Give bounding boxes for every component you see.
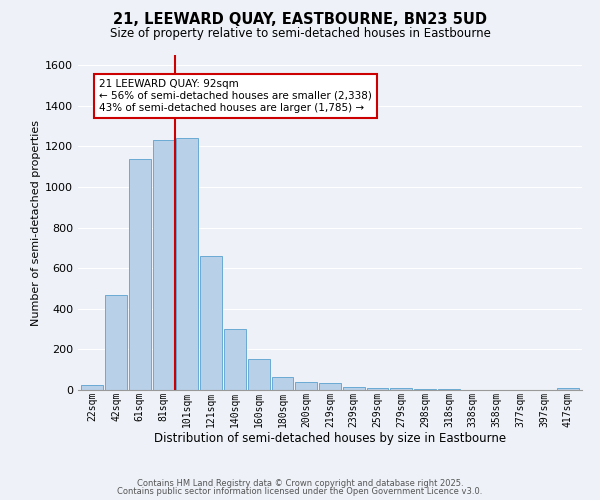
Text: 21 LEEWARD QUAY: 92sqm
← 56% of semi-detached houses are smaller (2,338)
43% of : 21 LEEWARD QUAY: 92sqm ← 56% of semi-det…	[100, 80, 372, 112]
Text: Size of property relative to semi-detached houses in Eastbourne: Size of property relative to semi-detach…	[110, 28, 490, 40]
Bar	[82, 385, 103, 390]
Bar	[200, 256, 222, 390]
Bar	[152, 140, 175, 390]
Bar	[105, 294, 127, 390]
Bar	[129, 158, 151, 390]
Bar	[343, 387, 365, 390]
X-axis label: Distribution of semi-detached houses by size in Eastbourne: Distribution of semi-detached houses by …	[154, 432, 506, 445]
Bar	[272, 377, 293, 390]
Text: 21, LEEWARD QUAY, EASTBOURNE, BN23 5UD: 21, LEEWARD QUAY, EASTBOURNE, BN23 5UD	[113, 12, 487, 28]
Bar	[319, 384, 341, 390]
Bar	[391, 388, 412, 390]
Bar	[557, 388, 578, 390]
Bar	[414, 389, 436, 390]
Bar	[248, 358, 269, 390]
Y-axis label: Number of semi-detached properties: Number of semi-detached properties	[31, 120, 41, 326]
Bar	[224, 329, 246, 390]
Bar	[295, 382, 317, 390]
Bar	[176, 138, 198, 390]
Bar	[367, 388, 388, 390]
Text: Contains public sector information licensed under the Open Government Licence v3: Contains public sector information licen…	[118, 487, 482, 496]
Text: Contains HM Land Registry data © Crown copyright and database right 2025.: Contains HM Land Registry data © Crown c…	[137, 478, 463, 488]
